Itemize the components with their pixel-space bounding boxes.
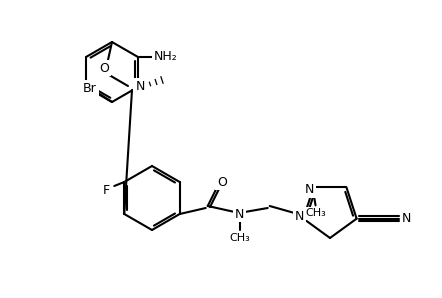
Text: N: N (235, 207, 244, 221)
Text: NH₂: NH₂ (154, 50, 178, 63)
Text: O: O (99, 61, 109, 74)
Text: N: N (135, 80, 145, 92)
Text: N: N (295, 210, 304, 223)
Text: O: O (217, 176, 227, 189)
Text: Br: Br (83, 81, 97, 94)
Text: CH₃: CH₃ (305, 208, 326, 218)
Text: F: F (103, 184, 110, 196)
Text: N: N (305, 183, 314, 196)
Text: CH₃: CH₃ (229, 233, 250, 243)
Text: N: N (402, 212, 412, 225)
